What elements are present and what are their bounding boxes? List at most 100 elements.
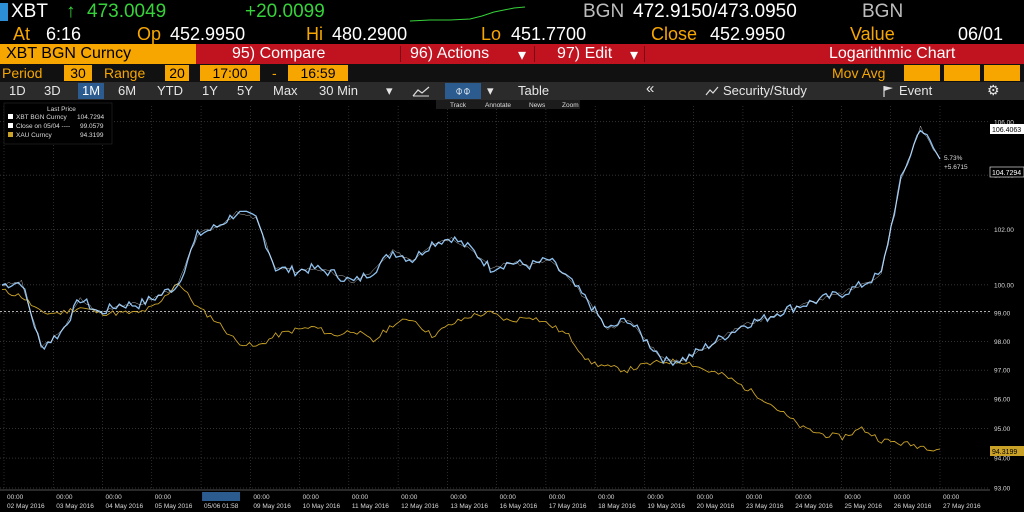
range-button-ytd[interactable]: YTD <box>157 83 183 98</box>
high-value: 480.2900 <box>332 24 408 44</box>
price-badge-xau: 94.3199 <box>990 446 1024 456</box>
flag-icon[interactable] <box>882 85 894 101</box>
range-button-1d[interactable]: 1D <box>9 83 26 98</box>
security-name[interactable]: XBT BGN Curncy <box>0 44 196 64</box>
actions-chevron-down-icon[interactable]: ▾ <box>518 47 527 64</box>
x-tick-date: 25 May 2016 <box>844 503 882 510</box>
mov-avg-field-1[interactable] <box>904 65 940 81</box>
x-tick-date: 12 May 2016 <box>401 503 439 510</box>
mov-avg-label: Mov Avg <box>832 65 886 81</box>
edit-chevron-down-icon[interactable]: ▾ <box>630 47 639 64</box>
interval-select[interactable]: 30 Min <box>319 83 359 98</box>
bar-type-chevron-down-icon[interactable]: ▾ <box>487 83 494 98</box>
x-tick-date: 13 May 2016 <box>450 503 488 510</box>
range-button-1y[interactable]: 1Y <box>202 83 218 98</box>
end-time-field[interactable]: 16:59 <box>288 65 348 81</box>
range-button-3d[interactable]: 3D <box>44 83 61 98</box>
x-axis: 00:00 02 May 2016 00:00 03 May 2016 00:00 04 … <box>0 489 990 510</box>
close-label: Close <box>651 24 698 44</box>
range-button-6m[interactable]: 6M <box>118 83 137 98</box>
legend-entry-3: XAU Curncy <box>16 132 53 139</box>
x-tick-date: 04 May 2016 <box>106 503 144 510</box>
close-value: 452.9950 <box>710 24 786 44</box>
series-line-xau <box>1 283 941 452</box>
edit-menu[interactable]: 97) Edit <box>557 45 613 62</box>
x-tick-time: 00:00 <box>697 494 714 501</box>
security-study-button[interactable]: Security/Study <box>723 83 807 98</box>
bid-ask: 472.9150/473.0950 <box>633 1 797 22</box>
pct-change-annotation: 5.73% <box>944 155 963 162</box>
at-label: At <box>13 24 31 44</box>
stats-bar: At 6:16 Op 452.9950 Hi 480.2900 Lo 451.7… <box>0 24 1024 44</box>
x-tick-time: 05/06 01:58 <box>204 503 239 510</box>
x-tick-time: 00:00 <box>401 494 418 501</box>
event-button[interactable]: Event <box>899 83 933 98</box>
range-button-5y[interactable]: 5Y <box>237 83 253 98</box>
bar-type-icon[interactable]: ⌽⌽ <box>445 83 481 99</box>
x-tick-date: 09 May 2016 <box>253 503 291 510</box>
price-chart[interactable]: 106.00104.00102.00100.0099.0098.0097.009… <box>0 100 1024 512</box>
line-chart-icon[interactable] <box>412 85 430 101</box>
price-badge-xau-text: 94.3199 <box>992 449 1017 456</box>
low-value: 451.7700 <box>511 24 587 44</box>
actions-menu[interactable]: 96) Actions <box>410 45 490 62</box>
zoom-tool[interactable]: Zoom <box>562 102 579 109</box>
mov-avg-field-2[interactable] <box>944 65 980 81</box>
price-badge-high: 106.4063 <box>990 124 1024 134</box>
start-time-field[interactable]: 17:00 <box>200 65 260 81</box>
news-tool[interactable]: News <box>529 102 546 109</box>
x-tick-time: 00:00 <box>56 494 73 501</box>
chart-tools: Track Annotate News Zoom <box>436 100 580 109</box>
legend-swatch-1 <box>8 114 13 119</box>
open-label: Op <box>137 24 162 44</box>
range-button-max[interactable]: Max <box>273 83 298 98</box>
annotate-tool[interactable]: Annotate <box>485 102 511 109</box>
legend-entry-1: XBT BGN Curncy <box>16 114 68 121</box>
mov-avg-field-3[interactable] <box>984 65 1020 81</box>
x-tick-time: 00:00 <box>303 494 320 501</box>
collapse-icon[interactable]: « <box>646 80 655 97</box>
interval-chevron-down-icon[interactable]: ▾ <box>386 83 393 98</box>
series-line-xbt-highlight <box>2 125 941 363</box>
x-cursor-badge <box>202 492 241 501</box>
y-tick-label: 98.00 <box>994 339 1011 346</box>
track-tool[interactable]: Track <box>450 102 467 109</box>
x-tick-time: 00:00 <box>253 494 270 501</box>
study-icon[interactable] <box>705 85 719 101</box>
quote-time: 6:16 <box>46 24 82 44</box>
x-tick-time: 00:00 <box>549 494 566 501</box>
ticker-badge <box>0 3 8 21</box>
legend-value-3: 94.3199 <box>80 132 104 139</box>
x-tick-date: 02 May 2016 <box>7 503 45 510</box>
y-tick-label: 99.00 <box>994 311 1011 318</box>
y-tick-label: 93.00 <box>994 486 1011 493</box>
period-field[interactable]: 30 <box>64 65 92 81</box>
net-change: +20.0099 <box>245 1 325 22</box>
x-tick-time: 00:00 <box>352 494 369 501</box>
x-tick-date: 20 May 2016 <box>697 503 735 510</box>
gear-icon[interactable]: ⚙ <box>987 82 1000 98</box>
last-price: 473.0049 <box>87 1 167 22</box>
range-field[interactable]: 20 <box>165 65 189 81</box>
table-button[interactable]: Table <box>518 83 550 98</box>
x-tick-date: 11 May 2016 <box>352 503 389 510</box>
x-tick-time: 00:00 <box>894 494 911 501</box>
title-bar: XBT BGN Curncy 95) Compare 96) Actions ▾… <box>0 44 1024 64</box>
x-tick-date: 10 May 2016 <box>303 503 341 510</box>
legend: Last Price XBT BGN Curncy 104.7294 Close… <box>3 102 113 145</box>
x-tick-date: 23 May 2016 <box>746 503 784 510</box>
y-tick-label: 95.00 <box>994 426 1011 433</box>
x-tick-date: 03 May 2016 <box>56 503 94 510</box>
horizontal-grid <box>0 121 990 489</box>
compare-button[interactable]: 95) Compare <box>232 45 326 62</box>
x-tick-time: 00:00 <box>746 494 763 501</box>
range-button-1m[interactable]: 1M <box>78 83 105 99</box>
range-dash: - <box>272 65 277 81</box>
x-tick-time: 00:00 <box>7 494 24 501</box>
price-badge-last: 104.7294 <box>989 166 1024 178</box>
x-tick-time: 00:00 <box>844 494 861 501</box>
high-label: Hi <box>306 24 323 44</box>
ask-source: BGN <box>862 1 904 22</box>
x-tick-date: 18 May 2016 <box>598 503 636 510</box>
chart-type-label: Logarithmic Chart <box>829 45 956 62</box>
